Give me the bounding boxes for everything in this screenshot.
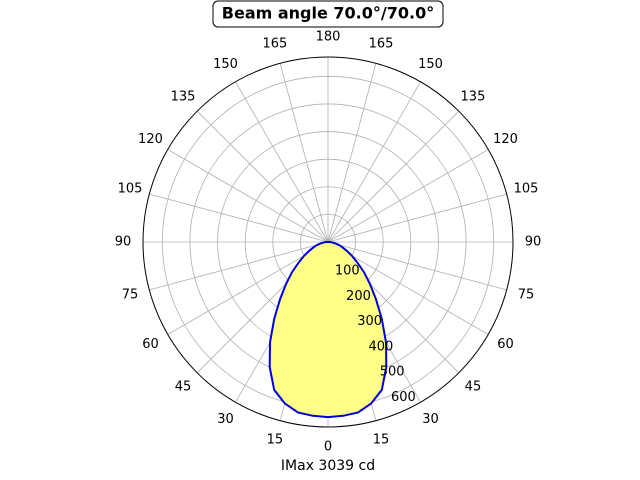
chart-title: Beam angle 70.0°/70.0° xyxy=(222,4,434,23)
radial-tick-label: 300 xyxy=(357,314,382,329)
angle-tick-label: 165 xyxy=(263,36,288,51)
angle-tick-label: 60 xyxy=(497,337,514,352)
angle-tick-label: 0 xyxy=(324,440,332,455)
angle-tick-label: 165 xyxy=(369,36,394,51)
grid-spoke xyxy=(279,63,329,243)
angle-tick-label: 135 xyxy=(461,90,486,105)
angle-tick-label: 90 xyxy=(525,235,542,250)
grid-spoke xyxy=(167,149,329,243)
angle-tick-label: 30 xyxy=(217,412,234,427)
polar-frame xyxy=(142,56,514,428)
grid-spoke xyxy=(196,110,329,243)
angle-tick-label: 120 xyxy=(493,132,518,147)
angle-tick-label: 120 xyxy=(138,132,163,147)
angle-tick-label: 90 xyxy=(115,235,132,250)
grid-spoke xyxy=(327,241,489,335)
angle-tick-label: 105 xyxy=(118,181,143,196)
grid-spoke xyxy=(327,241,507,291)
radial-tick-label: 500 xyxy=(380,365,405,380)
angle-tick-label: 60 xyxy=(142,337,159,352)
grid-spoke xyxy=(327,193,507,243)
grid-spoke xyxy=(235,81,329,243)
angle-tick-label: 15 xyxy=(267,433,284,448)
radial-tick-label: 200 xyxy=(346,289,371,304)
grid-spoke xyxy=(149,193,329,243)
grid-spoke xyxy=(327,110,460,243)
angle-tick-label: 105 xyxy=(514,181,539,196)
grid-spoke xyxy=(327,149,489,243)
angle-tick-label: 30 xyxy=(422,412,439,427)
angle-tick-label: 180 xyxy=(316,30,341,45)
angle-tick-label: 45 xyxy=(465,379,482,394)
grid-spoke xyxy=(149,241,329,291)
radial-tick-label: 600 xyxy=(391,390,416,405)
radial-tick-label: 100 xyxy=(335,264,360,279)
title-box xyxy=(212,0,444,28)
x-axis-label: IMax 3039 cd xyxy=(281,458,375,474)
grid-spoke xyxy=(167,241,329,335)
radial-tick-label: 400 xyxy=(369,339,394,354)
angle-tick-label: 150 xyxy=(213,57,238,72)
angle-tick-label: 75 xyxy=(122,288,139,303)
grid-spoke xyxy=(327,81,421,243)
angle-tick-label: 15 xyxy=(373,433,390,448)
intensity-curve xyxy=(268,241,388,419)
angle-tick-label: 135 xyxy=(171,90,196,105)
angle-tick-label: 150 xyxy=(418,57,443,72)
grid-spoke xyxy=(327,63,377,243)
angle-tick-label: 75 xyxy=(518,288,535,303)
angle-tick-label: 45 xyxy=(175,379,192,394)
